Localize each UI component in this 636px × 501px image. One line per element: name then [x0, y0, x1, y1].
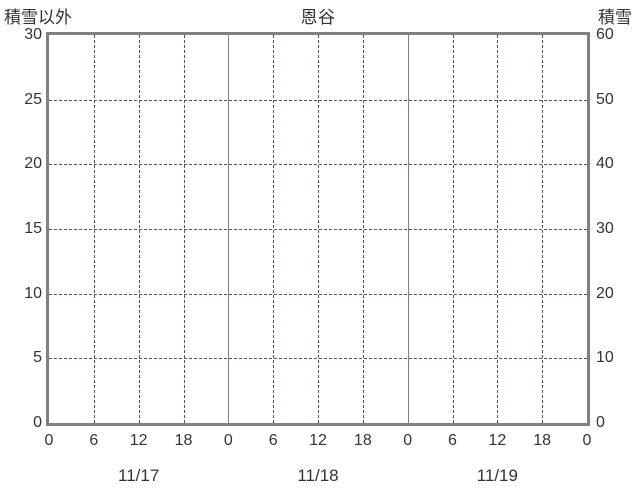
gridline-vertical	[542, 35, 544, 423]
y-axis-right-tick-label: 10	[596, 349, 614, 367]
y-axis-left-tick-label: 20	[24, 155, 42, 173]
gridline-day-boundary	[228, 35, 230, 423]
gridline-vertical	[362, 35, 364, 423]
gridline-vertical	[318, 35, 319, 423]
x-axis-tick-label: 12	[129, 432, 148, 449]
x-axis-tick-label: 12	[488, 432, 507, 449]
x-axis-tick-label: 0	[223, 432, 233, 449]
gridline-vertical	[273, 35, 275, 423]
x-axis-tick-label: 0	[582, 432, 592, 449]
y-axis-left-tick-label: 5	[33, 349, 42, 367]
y-axis-left-tick-label: 30	[24, 26, 42, 43]
y-axis-left-tick-label: 25	[24, 90, 42, 108]
y-axis-right-tick-label: 50	[596, 90, 614, 108]
x-axis-tick-label: 6	[448, 432, 457, 449]
x-axis-day-label: 11/17	[118, 466, 160, 485]
x-axis-day-label: 11/19	[476, 466, 518, 485]
chart-title: 恩谷	[300, 8, 336, 27]
y-axis-right-tick-label: 0	[596, 414, 605, 431]
plot-area	[46, 32, 590, 426]
gridline-day-boundary	[407, 35, 409, 423]
x-axis-tick-label: 18	[533, 432, 552, 449]
right-axis-title: 積雪	[598, 8, 632, 27]
left-axis-title: 積雪以外	[4, 8, 72, 27]
gridline-vertical	[183, 35, 185, 423]
x-axis-tick-label: 0	[44, 432, 54, 449]
y-axis-left-tick-label: 15	[24, 220, 42, 237]
gridline-vertical	[93, 35, 95, 423]
y-axis-left-tick-label: 10	[24, 284, 42, 302]
x-axis-tick-label: 6	[268, 432, 278, 449]
x-axis-day-label: 11/18	[297, 466, 339, 485]
gridline-vertical	[497, 35, 499, 423]
gridline-vertical	[138, 35, 140, 423]
y-axis-right-tick-label: 20	[596, 284, 614, 302]
x-axis-tick-label: 18	[353, 432, 372, 449]
y-axis-right-tick-label: 60	[596, 26, 614, 43]
gridline-vertical	[452, 35, 454, 423]
x-axis-tick-label: 12	[309, 432, 327, 449]
y-axis-left-tick-label: 0	[33, 414, 42, 431]
x-axis-tick-label: 0	[403, 432, 413, 449]
y-axis-right-tick-label: 40	[596, 155, 614, 173]
x-axis-tick-label: 6	[89, 432, 99, 449]
x-axis-tick-label: 18	[174, 432, 193, 449]
y-axis-right-tick-label: 30	[596, 220, 614, 237]
